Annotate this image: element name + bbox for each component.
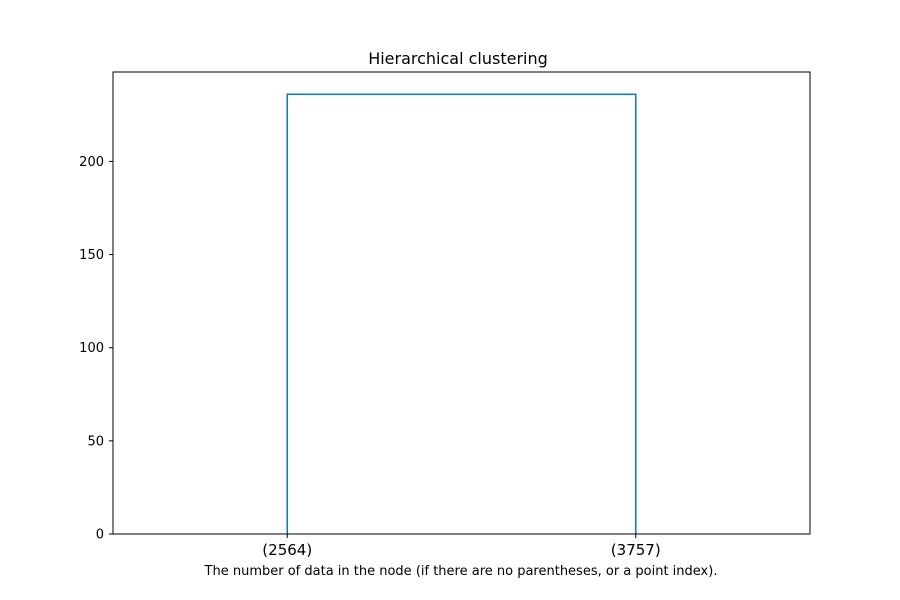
x-axis: (2564) (3757)	[262, 534, 661, 559]
chart-title: Hierarchical clustering	[368, 49, 548, 68]
leaf-label-0: (2564)	[262, 541, 312, 559]
y-tick-label-200: 200	[79, 155, 104, 170]
plot-frame	[112, 71, 811, 535]
y-tick-label-50: 50	[87, 434, 104, 449]
dendrogram-link-0	[286, 93, 637, 534]
y-axis: 0 50 100 150 200	[79, 155, 113, 543]
plot-area	[112, 71, 811, 535]
x-axis-label: The number of data in the node (if there…	[204, 564, 718, 579]
leaf-label-1: (3757)	[611, 541, 661, 559]
y-tick-label-150: 150	[79, 248, 104, 263]
y-tick-label-0: 0	[96, 528, 104, 543]
y-tick-label-100: 100	[79, 341, 104, 356]
